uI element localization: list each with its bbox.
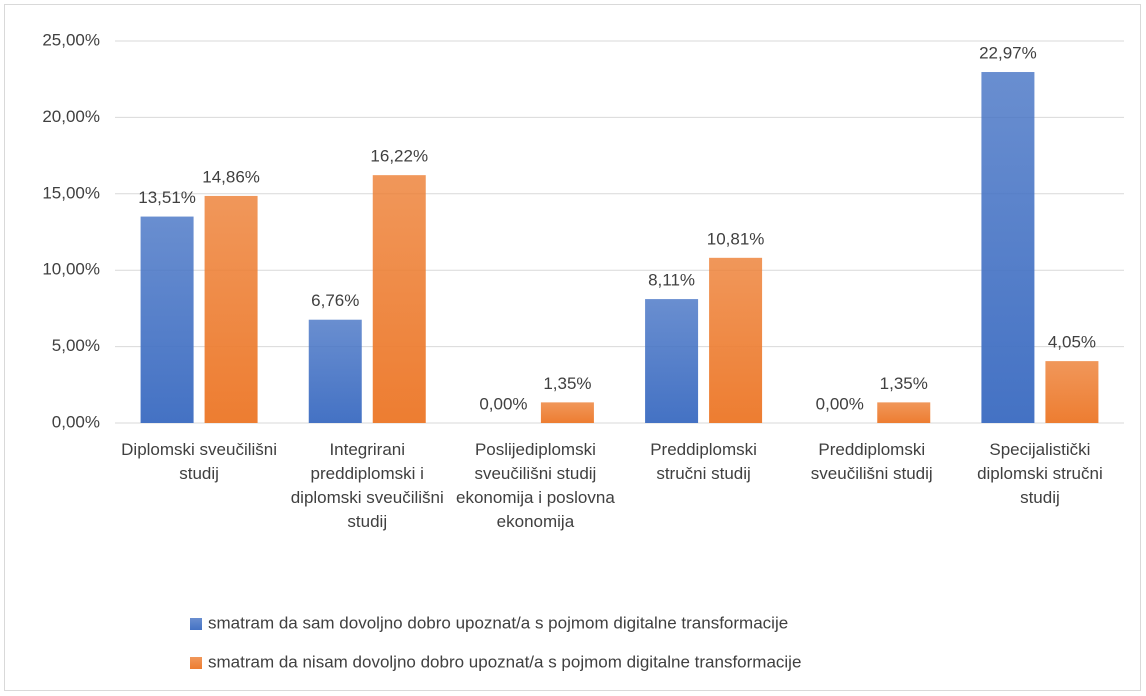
y-tick-label: 20,00% (42, 107, 100, 126)
bar (877, 402, 931, 423)
data-label: 13,51% (138, 188, 196, 207)
x-tick-label: Specijalistički diplomski stručni studij (977, 440, 1103, 507)
bar (981, 72, 1035, 423)
data-label: 10,81% (707, 229, 765, 248)
legend-swatch (190, 618, 202, 630)
bar (204, 195, 258, 423)
legend-label: smatram da nisam dovoljno dobro upoznat/… (208, 652, 801, 671)
bar (540, 402, 594, 423)
data-label: 1,35% (543, 374, 591, 393)
bar (645, 299, 699, 423)
y-tick-label: 25,00% (42, 30, 100, 49)
x-tick-label: Poslijediplomski sveučilišni studij ekon… (456, 440, 615, 531)
data-label: 0,00% (479, 394, 527, 413)
x-tick-label: Integrirani preddiplomski i diplomski sv… (290, 440, 444, 531)
data-label: 8,11% (648, 271, 695, 290)
x-tick-label: Preddiplomski stručni studij (650, 440, 757, 483)
data-label: 6,76% (311, 291, 359, 310)
y-tick-label: 15,00% (42, 183, 100, 202)
x-tick-label: Preddiplomski sveučilišni studij (810, 440, 933, 483)
bar (140, 216, 194, 423)
data-label: 4,05% (1048, 333, 1096, 352)
y-tick-label: 0,00% (52, 412, 100, 431)
y-tick-label: 5,00% (52, 336, 100, 355)
chart-border (4, 4, 1141, 691)
data-label: 14,86% (202, 167, 260, 186)
data-label: 1,35% (880, 374, 928, 393)
bar (308, 319, 362, 423)
bar (372, 175, 426, 423)
data-label: 16,22% (370, 147, 428, 166)
legend-swatch (190, 657, 202, 669)
legend-label: smatram da sam dovoljno dobro upoznat/a … (208, 613, 788, 632)
data-label: 0,00% (816, 394, 864, 413)
x-tick-label: Diplomski sveučilišni studij (121, 440, 278, 483)
data-label: 22,97% (979, 44, 1037, 63)
y-tick-label: 10,00% (42, 260, 100, 279)
bar (709, 257, 763, 423)
bar (1045, 361, 1099, 423)
